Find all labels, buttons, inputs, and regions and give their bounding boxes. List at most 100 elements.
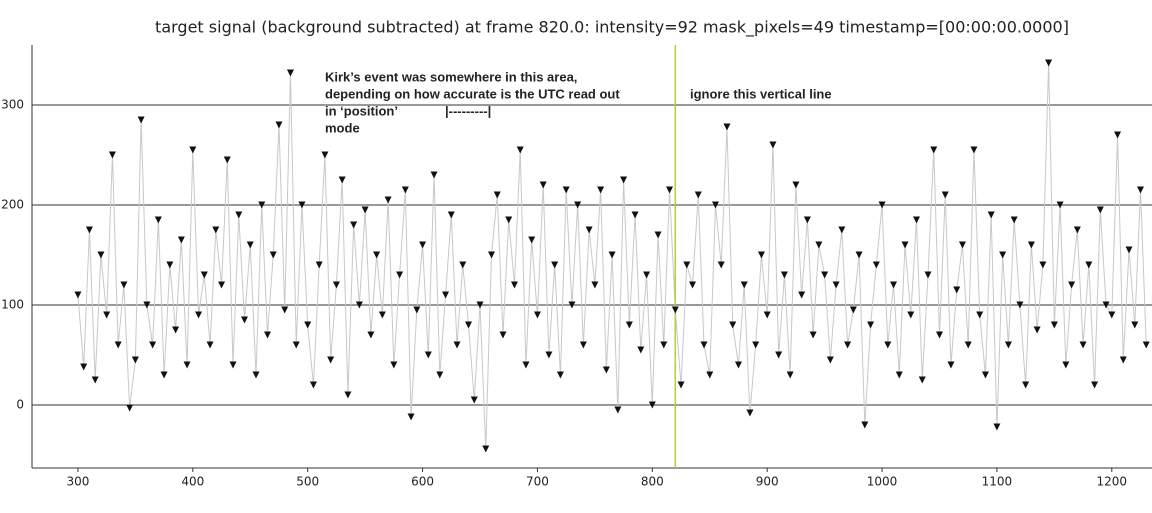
marker (976, 311, 984, 319)
y-tick-label: 200 (1, 198, 24, 212)
marker (849, 306, 857, 314)
marker (177, 236, 185, 244)
marker (252, 371, 260, 379)
marker (298, 201, 306, 209)
marker (757, 251, 765, 259)
marker (390, 361, 398, 369)
marker (769, 141, 777, 149)
x-tick-label: 600 (411, 475, 434, 489)
marker (166, 261, 174, 269)
marker (694, 191, 702, 199)
marker (643, 271, 651, 279)
marker (706, 371, 714, 379)
marker (1079, 341, 1087, 349)
marker (97, 251, 105, 259)
marker (516, 146, 524, 154)
marker (1039, 261, 1047, 269)
marker (309, 381, 317, 389)
marker (717, 261, 725, 269)
marker (419, 241, 427, 249)
marker (608, 251, 616, 259)
marker (551, 261, 559, 269)
marker (321, 151, 329, 159)
marker (80, 363, 88, 371)
marker (585, 226, 593, 234)
marker (855, 251, 863, 259)
x-tick-label: 1000 (867, 475, 898, 489)
marker (137, 116, 145, 124)
marker (539, 181, 547, 189)
marker (815, 241, 823, 249)
x-tick-label: 500 (296, 475, 319, 489)
marker (924, 271, 932, 279)
marker (442, 291, 450, 299)
marker (953, 286, 961, 294)
marker (826, 356, 834, 364)
x-tick-label: 400 (181, 475, 204, 489)
marker (884, 341, 892, 349)
marker (763, 311, 771, 319)
marker (579, 341, 587, 349)
marker (315, 261, 323, 269)
marker (981, 371, 989, 379)
marker (1108, 311, 1116, 319)
marker (729, 321, 737, 329)
marker (229, 361, 237, 369)
marker (453, 341, 461, 349)
marker (522, 361, 530, 369)
marker (235, 211, 243, 219)
marker (85, 226, 93, 234)
marker (424, 351, 432, 359)
x-tick-label: 1100 (982, 475, 1013, 489)
marker (1102, 301, 1110, 309)
marker (625, 321, 633, 329)
marker (1050, 321, 1058, 329)
marker (602, 366, 610, 374)
marker (246, 241, 254, 249)
marker (568, 301, 576, 309)
marker (958, 241, 966, 249)
marker (844, 341, 852, 349)
marker (711, 201, 719, 209)
marker (149, 341, 157, 349)
marker (660, 341, 668, 349)
marker (1091, 381, 1099, 389)
marker (562, 186, 570, 194)
marker (344, 391, 352, 399)
marker (666, 186, 674, 194)
marker (677, 381, 685, 389)
marker (821, 271, 829, 279)
marker (970, 146, 978, 154)
marker (206, 341, 214, 349)
marker (890, 281, 898, 289)
marker (1016, 301, 1024, 309)
marker (373, 251, 381, 259)
marker (798, 291, 806, 299)
marker (1004, 341, 1012, 349)
marker (103, 311, 111, 319)
marker (470, 396, 478, 404)
marker (378, 311, 386, 319)
marker (1131, 321, 1139, 329)
marker (528, 236, 536, 244)
marker (407, 413, 415, 421)
marker (780, 271, 788, 279)
x-tick-label: 900 (756, 475, 779, 489)
marker (275, 121, 283, 129)
marker (160, 371, 168, 379)
x-tick-label: 300 (66, 475, 89, 489)
marker (752, 341, 760, 349)
marker (338, 176, 346, 184)
marker (1068, 281, 1076, 289)
marker (281, 306, 289, 314)
marker (108, 151, 116, 159)
marker (1027, 241, 1035, 249)
marker (367, 331, 375, 339)
marker (143, 301, 151, 309)
marker (907, 311, 915, 319)
marker (809, 331, 817, 339)
marker (740, 281, 748, 289)
annotation-text: depending on how accurate is the UTC rea… (325, 86, 620, 101)
marker (987, 211, 995, 219)
